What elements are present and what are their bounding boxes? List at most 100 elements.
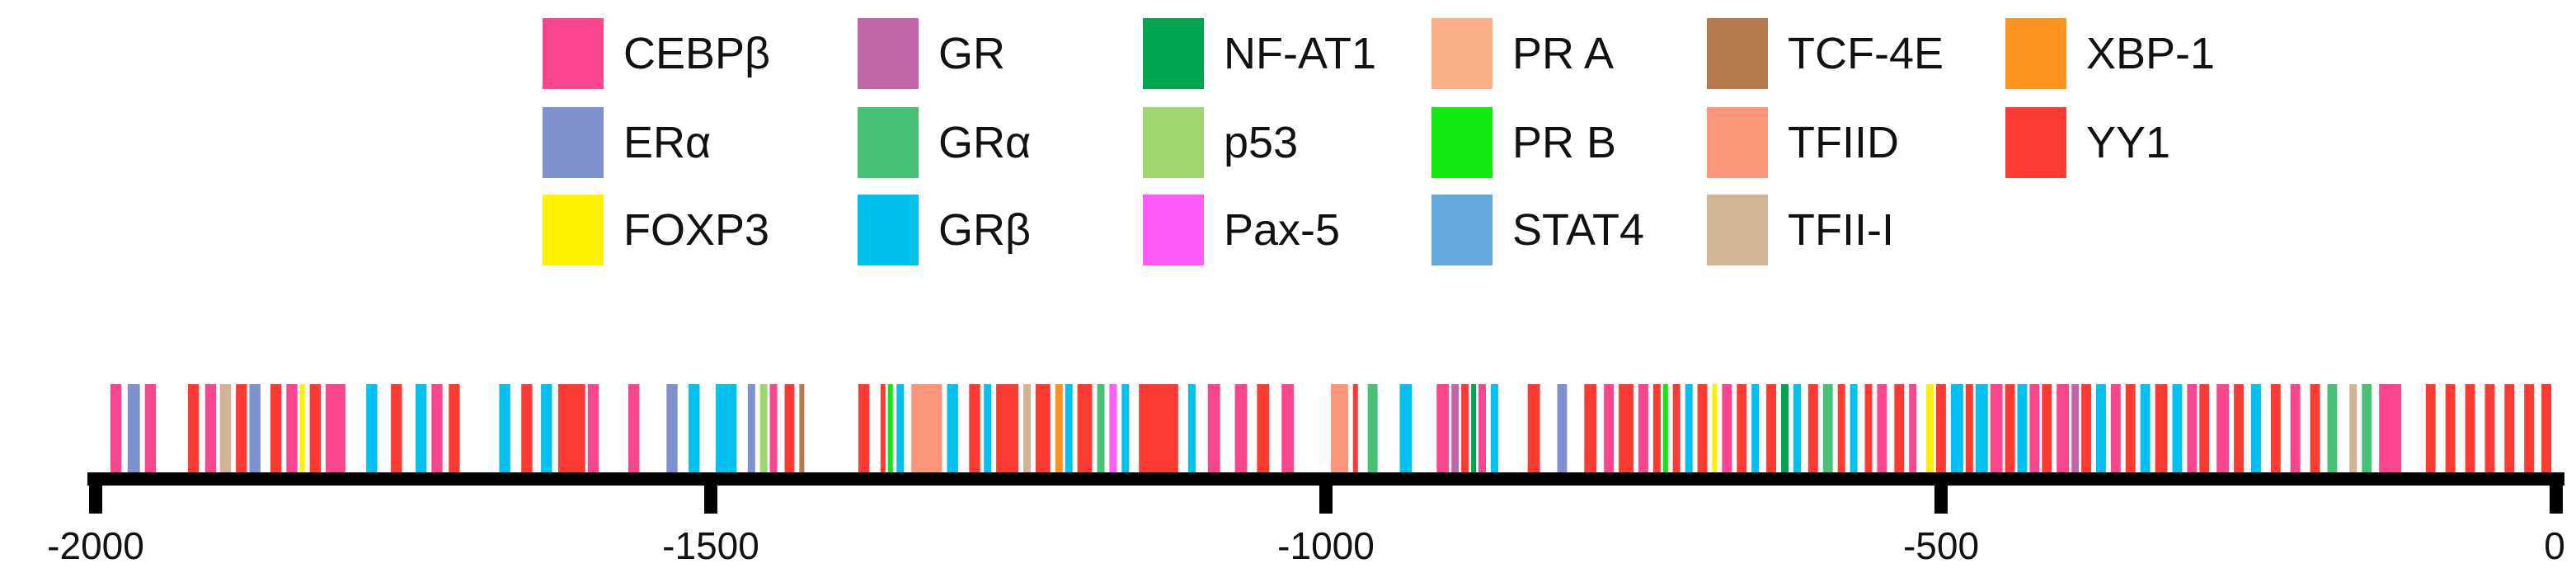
legend-swatch xyxy=(2005,107,2066,178)
legend-label: XBP-1 xyxy=(2086,29,2216,78)
binding-site-cebpb xyxy=(2110,384,2121,473)
binding-site-grb xyxy=(1490,384,1498,473)
legend-label: PR B xyxy=(1512,118,1617,167)
legend-swatch xyxy=(543,195,604,265)
binding-site-pr-b xyxy=(1662,384,1668,473)
binding-site-yy1 xyxy=(1672,384,1681,473)
binding-site-cebpb xyxy=(769,384,778,473)
binding-site-cebpb xyxy=(1638,384,1648,473)
axis-tick-label: 0 xyxy=(2544,524,2565,567)
binding-site-cebpb xyxy=(1234,384,1248,473)
legend-swatch xyxy=(1431,107,1492,178)
binding-site-grb xyxy=(1685,384,1693,473)
binding-site-nf-at1 xyxy=(1471,384,1477,473)
binding-site-cebpb xyxy=(1909,384,1917,473)
legend-label: PR A xyxy=(1512,29,1615,78)
binding-site-cebpb xyxy=(1877,384,1887,473)
binding-site-yy1 xyxy=(521,384,533,473)
binding-site-yy1 xyxy=(2504,384,2515,473)
binding-site-yy1 xyxy=(2125,384,2136,473)
binding-site-tfii-i xyxy=(2349,384,2357,473)
legend-swatch xyxy=(2005,18,2066,89)
binding-site-yy1 xyxy=(1864,384,1873,473)
binding-site-grb xyxy=(1950,384,1963,473)
binding-site-grb xyxy=(984,384,992,473)
binding-site-yy1 xyxy=(2234,384,2244,473)
axis-tick xyxy=(89,472,102,514)
binding-site-cebpb xyxy=(1990,384,2003,473)
binding-site-yy1 xyxy=(309,384,321,473)
binding-site-yy1 xyxy=(187,384,200,473)
axis-tick xyxy=(704,472,717,514)
binding-site-gra xyxy=(1822,384,1833,473)
legend-swatch xyxy=(1431,18,1492,89)
legend-label: p53 xyxy=(1224,118,1299,167)
binding-site-grb xyxy=(2251,384,2261,473)
binding-site-yy1 xyxy=(1077,384,1093,473)
legend-label: FOXP3 xyxy=(623,205,770,255)
binding-site-yy1 xyxy=(880,384,886,473)
legend-swatch xyxy=(1707,107,1768,178)
binding-site-yy1 xyxy=(391,384,402,473)
legend-swatch xyxy=(1143,107,1204,178)
binding-site-grb xyxy=(2017,384,2028,473)
binding-site-yy1 xyxy=(2541,384,2551,473)
legend-label: TFII-I xyxy=(1788,205,1894,255)
binding-site-era xyxy=(249,384,261,473)
binding-site-yy1 xyxy=(2199,384,2210,473)
binding-site-cebpb xyxy=(2379,384,2402,473)
axis-tick xyxy=(1319,472,1333,514)
legend-swatch xyxy=(543,18,604,89)
binding-site-grb xyxy=(1399,384,1413,473)
binding-site-grb xyxy=(1850,384,1858,473)
binding-site-grb xyxy=(2140,384,2151,473)
binding-site-yy1 xyxy=(1737,384,1747,473)
binding-site-cebpb xyxy=(1604,384,1615,473)
legend: CEBPβ GR NF-AT1 PR A TCF-4E XBP-1 ERα GRα p53 PR … xyxy=(0,0,2576,280)
binding-site-yy1 xyxy=(2465,384,2475,473)
binding-site-yy1 xyxy=(2042,384,2052,473)
legend-swatch xyxy=(1143,18,1204,89)
binding-site-yy1 xyxy=(558,384,585,473)
binding-site-yy1 xyxy=(1257,384,1270,473)
binding-site-gr xyxy=(2071,384,2080,473)
binding-site-grb xyxy=(1975,384,1988,473)
binding-site-cebpb xyxy=(1722,384,1732,473)
binding-site-cebpb xyxy=(286,384,298,473)
binding-site-cebpb xyxy=(628,384,640,473)
binding-site-yy1 xyxy=(2005,384,2015,473)
binding-site-yy1 xyxy=(1619,384,1634,473)
legend-label: GRβ xyxy=(938,205,1032,255)
binding-site-foxp3 xyxy=(299,384,305,473)
binding-site-yy1 xyxy=(1965,384,1973,473)
binding-site-gra xyxy=(1097,384,1105,473)
binding-site-cebpb xyxy=(2057,384,2070,473)
binding-site-yy1 xyxy=(2310,384,2320,473)
binding-site-grb xyxy=(1751,384,1760,473)
binding-site-cebpb xyxy=(1207,384,1220,473)
binding-site-yy1 xyxy=(1035,384,1051,473)
legend-swatch xyxy=(1707,195,1768,265)
axis-tick-label: -1000 xyxy=(1277,524,1375,567)
binding-site-cebpb xyxy=(110,384,122,473)
binding-site-xbp-1 xyxy=(1055,384,1063,473)
axis-tick-label: -1500 xyxy=(662,524,759,567)
axis-tick-label: -2000 xyxy=(47,524,144,567)
binding-site-grb xyxy=(689,384,700,473)
legend-label: CEBPβ xyxy=(623,29,771,78)
axis-tick xyxy=(2550,472,2563,514)
axis-tick xyxy=(1934,472,1948,514)
binding-site-grb xyxy=(1187,384,1196,473)
binding-site-era xyxy=(747,384,755,473)
binding-sites-layer xyxy=(110,384,2551,473)
binding-site-yy1 xyxy=(449,384,460,473)
binding-site-cebpb xyxy=(2216,384,2230,473)
binding-site-yy1 xyxy=(996,384,1018,473)
legend-swatch xyxy=(1143,195,1204,265)
binding-site-yy1 xyxy=(2445,384,2456,473)
binding-site-yy1 xyxy=(1766,384,1776,473)
binding-site-yy1 xyxy=(236,384,247,473)
binding-site-yy1 xyxy=(1936,384,1946,473)
binding-site-gr xyxy=(1451,384,1460,473)
legend-label: GRα xyxy=(938,118,1032,167)
